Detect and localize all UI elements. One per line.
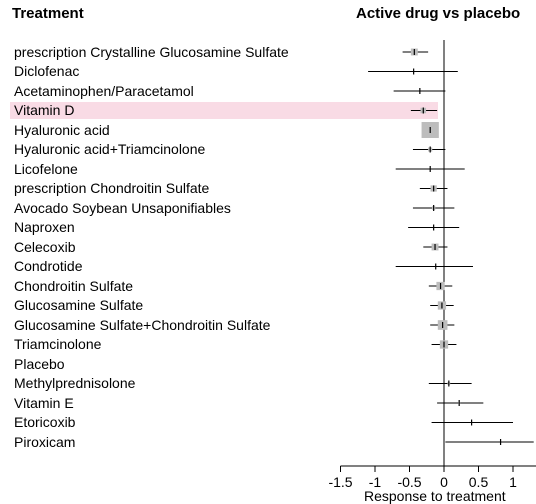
treatment-label: Hyaluronic acid+Triamcinolone (14, 141, 206, 157)
x-tick-label: -0.5 (397, 474, 421, 490)
treatment-header: Treatment (12, 5, 84, 22)
treatment-label: Diclofenac (14, 63, 80, 79)
treatment-label: prescription Chondroitin Sulfate (14, 180, 210, 196)
treatment-label: Placebo (14, 355, 65, 372)
treatment-label: Vitamin D (14, 102, 75, 118)
treatment-label: Piroxicam (14, 433, 76, 450)
comparison-header: Active drug vs placebo (356, 5, 521, 22)
treatment-label: Acetaminophen/Paracetamol (14, 82, 194, 99)
treatment-label: Etoricoxib (14, 414, 76, 430)
treatment-label: Chondroitin Sulfate (14, 277, 134, 294)
x-tick-label: -1.5 (328, 474, 352, 490)
treatment-label: Naproxen (14, 219, 75, 235)
treatment-label: Triamcinolone (14, 336, 102, 352)
treatment-label: Glucosamine Sulfate+Chondroitin Sulfate (14, 316, 271, 333)
treatment-label: prescription Crystalline Glucosamine Sul… (14, 43, 289, 60)
treatment-label: Methylprednisolone (14, 375, 136, 391)
treatment-label: Glucosamine Sulfate (14, 297, 144, 313)
treatment-label: Hyaluronic acid (14, 121, 110, 138)
x-tick-label: 0.5 (469, 474, 489, 490)
x-tick-label: -1 (369, 474, 382, 490)
treatment-label: Licofelone (14, 160, 78, 177)
treatment-label: Vitamin E (14, 394, 74, 411)
x-axis-label: Response to treatment (364, 488, 506, 504)
treatment-label: Condrotide (14, 258, 83, 274)
row-highlight (10, 102, 438, 119)
x-tick-label: 1 (509, 474, 517, 490)
treatment-label: Avocado Soybean Unsaponifiables (14, 199, 231, 216)
x-tick-label: 0 (440, 474, 448, 490)
treatment-label: Celecoxib (14, 238, 76, 255)
